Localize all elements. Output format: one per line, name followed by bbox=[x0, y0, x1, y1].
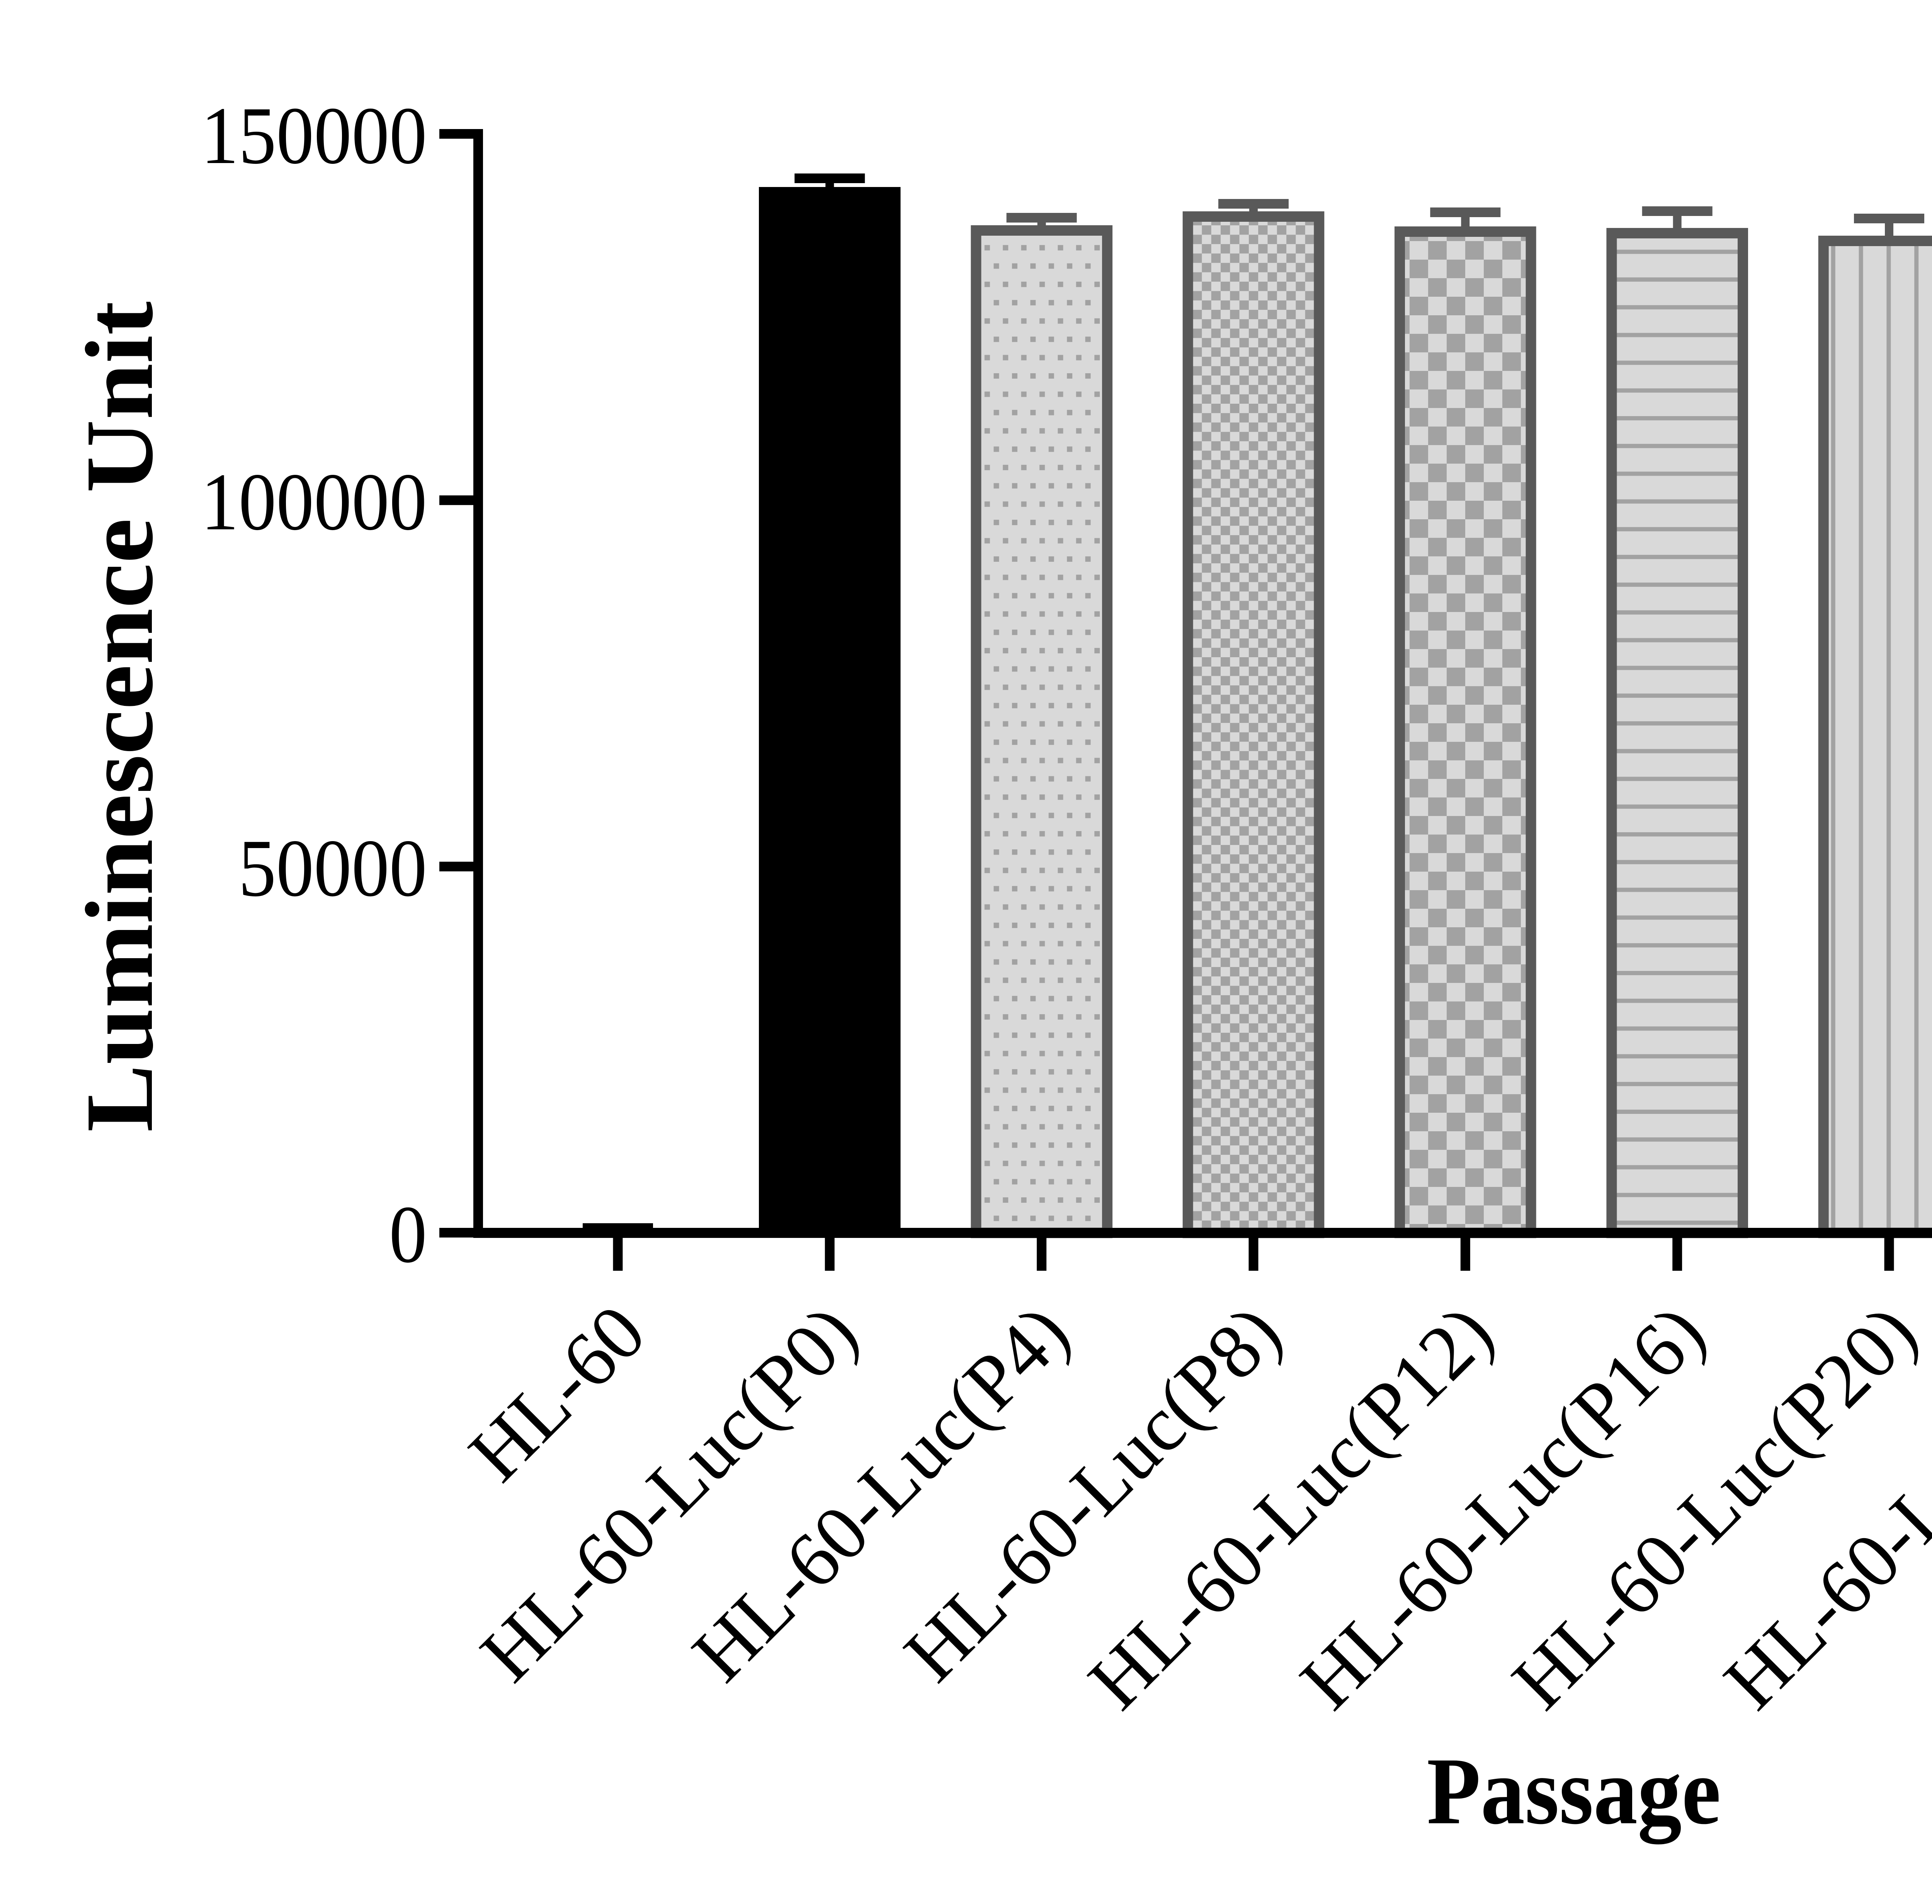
svg-text:50000: 50000 bbox=[238, 823, 427, 913]
svg-text:150000: 150000 bbox=[201, 90, 427, 181]
svg-text:0: 0 bbox=[389, 1189, 427, 1280]
svg-text:100000: 100000 bbox=[201, 456, 427, 547]
svg-text:Passage: Passage bbox=[1427, 1738, 1721, 1844]
svg-text:Luminescence Unit: Luminescence Unit bbox=[66, 301, 173, 1132]
